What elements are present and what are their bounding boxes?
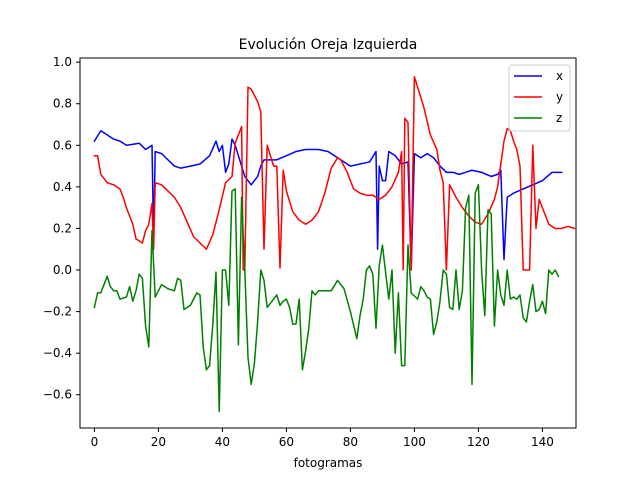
series-line-x — [93, 130, 563, 271]
y-tick-label: 0.0 — [53, 263, 72, 277]
legend-box — [508, 64, 571, 132]
x-tick-label: 40 — [215, 435, 230, 449]
y-tick-label: 0.8 — [53, 97, 72, 111]
chart-title: Evolución Oreja Izquierda — [239, 37, 418, 53]
series-line-z — [93, 184, 560, 413]
x-tick-label: 20 — [151, 435, 166, 449]
y-tick-label: −0.2 — [43, 305, 72, 319]
y-tick-label: 0.6 — [53, 138, 72, 152]
y-tick-label: −0.6 — [43, 388, 72, 402]
x-tick-label: 80 — [343, 435, 358, 449]
y-tick-label: 1.0 — [53, 55, 72, 69]
series-line-y — [93, 75, 576, 271]
x-tick-label: 60 — [279, 435, 294, 449]
y-axis-ticks: −0.6 −0.4 −0.2 0.0 0.2 0.4 0.6 0.8 1.0 — [43, 55, 80, 402]
legend: xyz — [508, 64, 571, 132]
x-tick-label: 120 — [467, 435, 490, 449]
x-tick-label: 100 — [403, 435, 426, 449]
legend-label-y: y — [556, 90, 563, 104]
legend-label-z: z — [556, 111, 562, 125]
x-axis-ticks: 0 20 40 60 80 100 120 140 — [91, 428, 554, 449]
y-tick-label: 0.4 — [53, 180, 72, 194]
x-tick-label: 0 — [91, 435, 99, 449]
legend-label-x: x — [556, 69, 563, 83]
legend-entries: xyz — [514, 69, 563, 125]
y-tick-label: 0.2 — [53, 221, 72, 235]
x-axis-label: fotogramas — [294, 456, 363, 470]
plot-frame — [79, 57, 577, 429]
x-tick-label: 140 — [531, 435, 554, 449]
series-group — [93, 75, 576, 413]
y-tick-label: −0.4 — [43, 346, 72, 360]
